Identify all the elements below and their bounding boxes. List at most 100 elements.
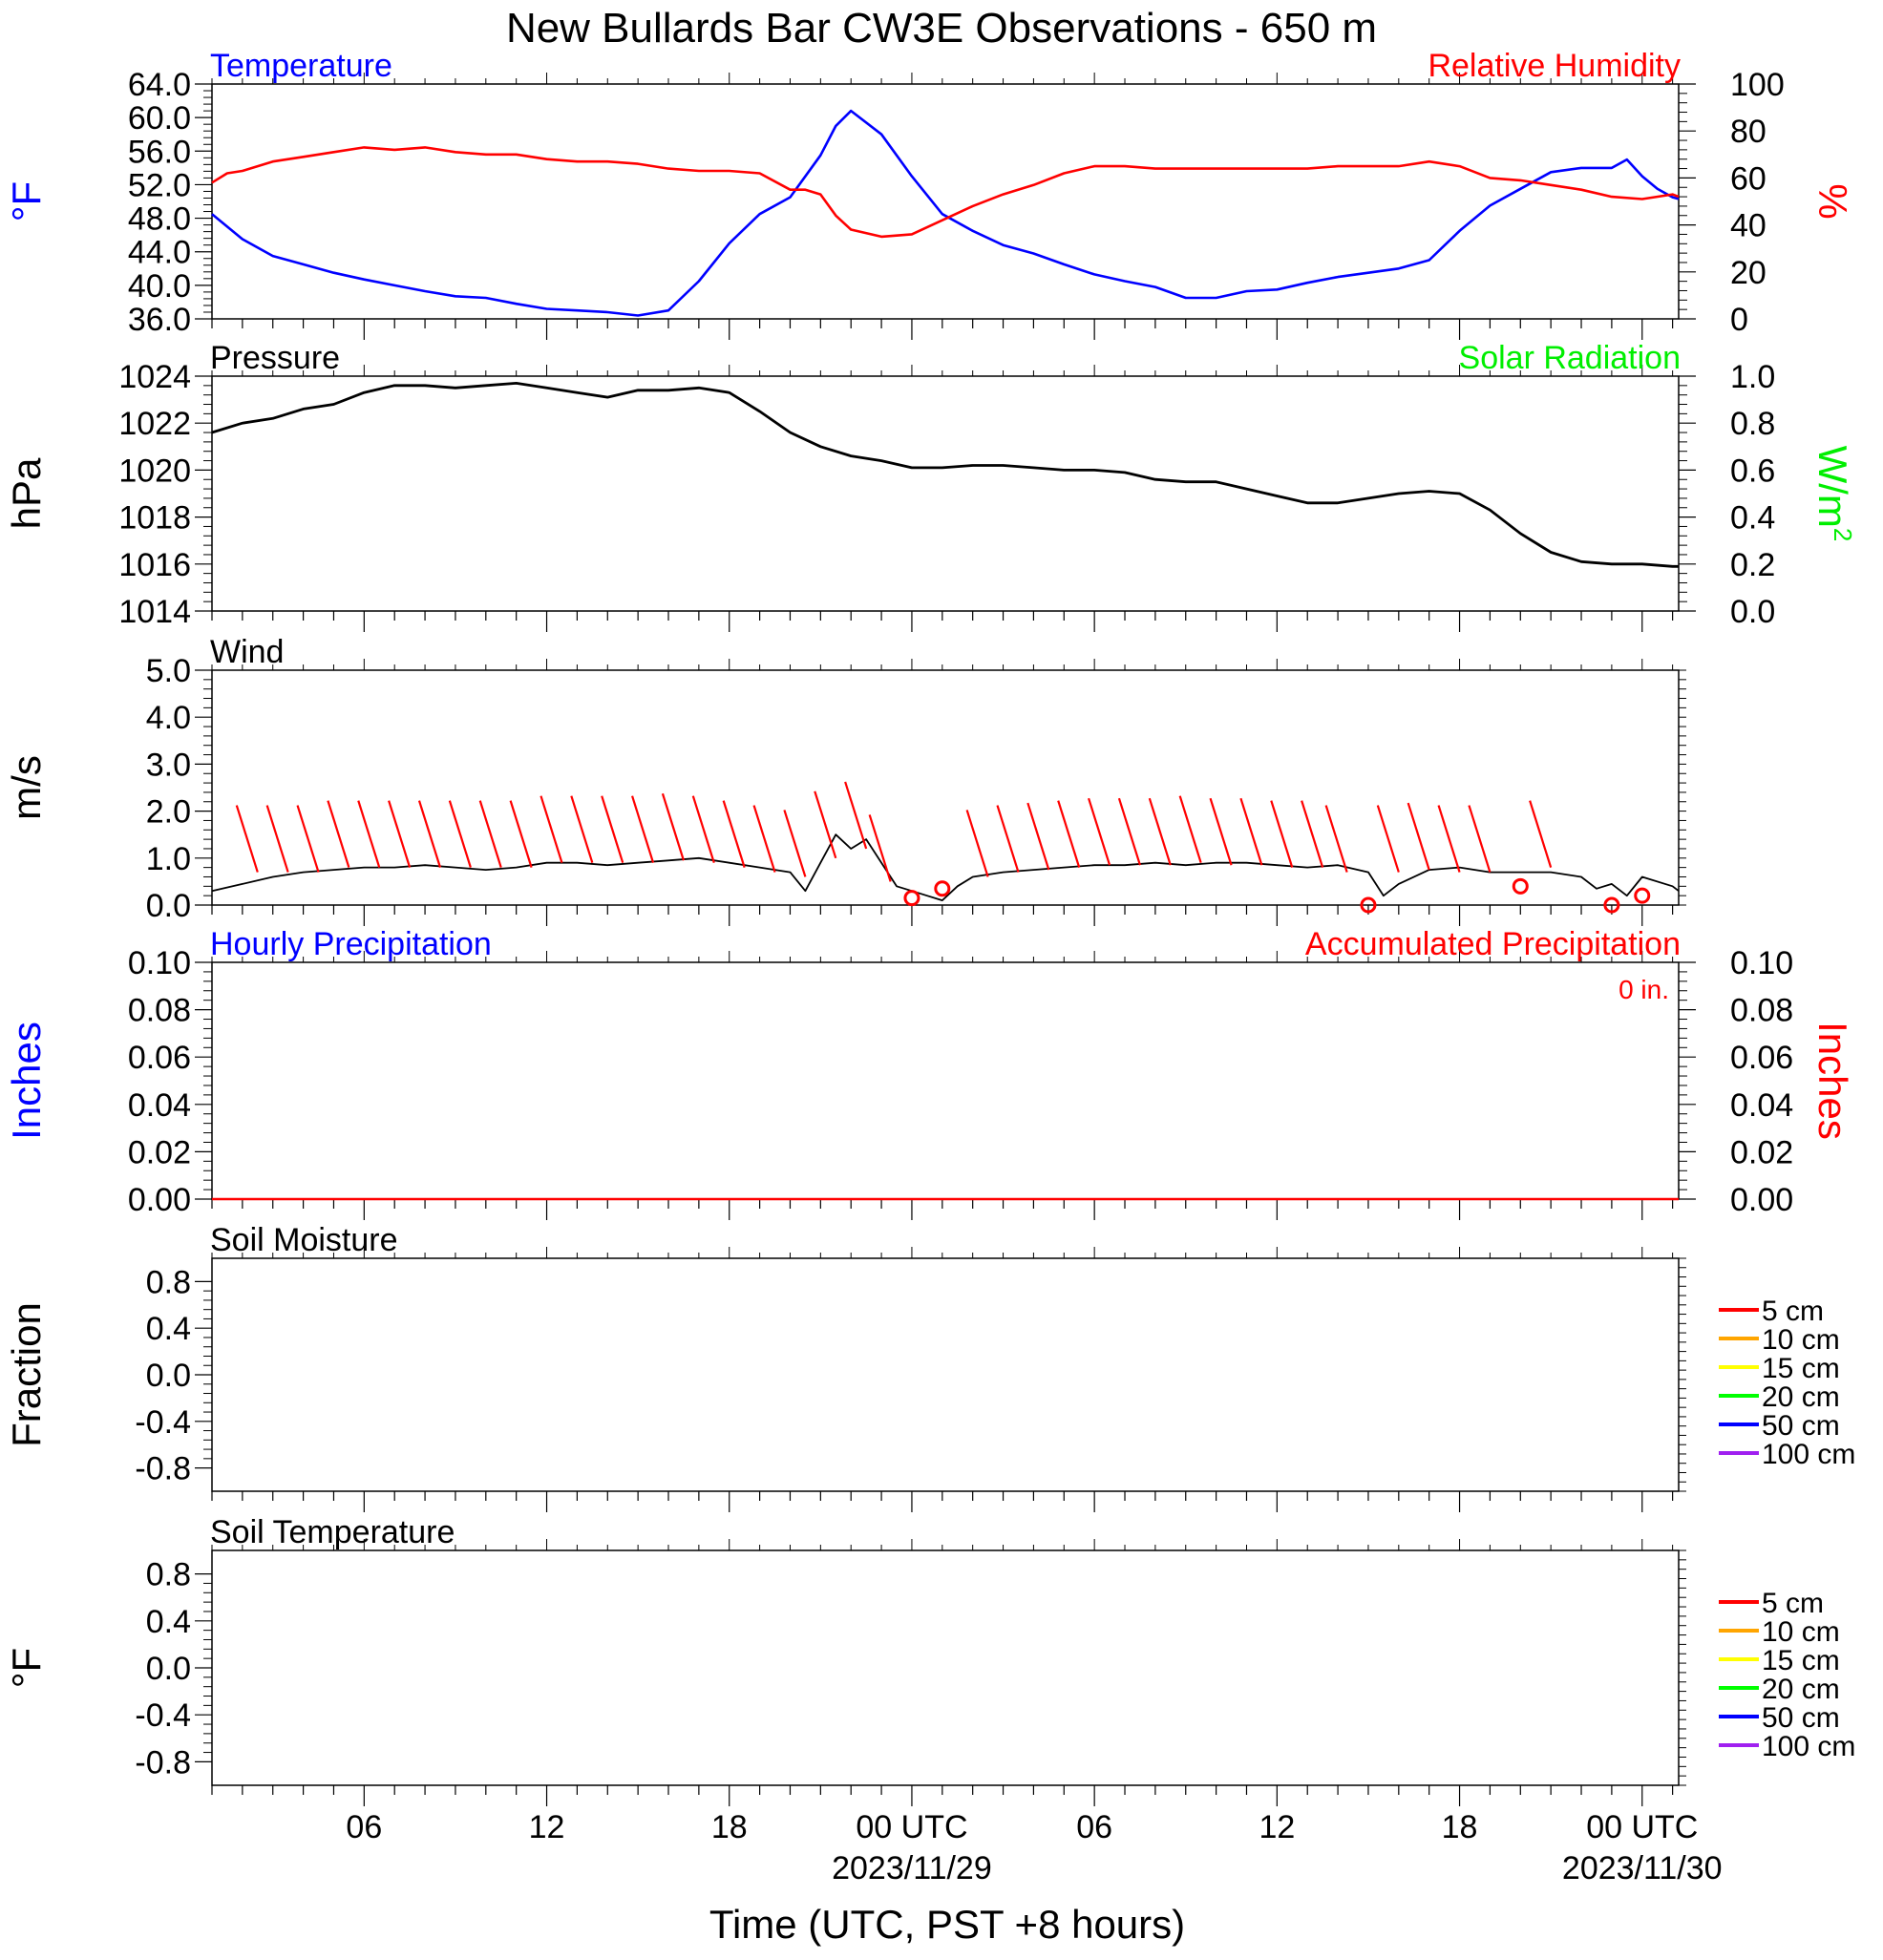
y-tick-label-left: 0.02 [128,1134,191,1170]
y-tick-label-left: 0.04 [128,1087,191,1124]
panel-title-right: Accumulated Precipitation [1305,926,1681,962]
panel-title-left: Hourly Precipitation [210,926,492,962]
wind-barb [540,795,563,864]
wind-barb [1270,800,1294,868]
y-tick-label-right: 0.00 [1730,1182,1793,1218]
legend-label: 5 cm [1762,1588,1824,1619]
x-date-label: 2023/11/29 [832,1850,992,1886]
series-pressure [211,381,1679,568]
wind-barb [1239,797,1263,866]
y-tick-label-left: 0.06 [128,1040,191,1076]
y-axis-title-right: W/m2 [1810,446,1857,542]
y-tick-label-left: 60.0 [128,100,191,137]
wind-barb [235,805,259,873]
wind-barb [752,805,776,873]
series-temperature [211,109,1680,317]
wind-barb [296,805,320,873]
y-axis-title-superscript: 2 [1829,528,1857,541]
calm-wind-circle [1603,896,1620,914]
x-date-label: 2023/11/30 [1562,1850,1723,1886]
y-tick-label-right: 60 [1730,160,1767,197]
y-axis-title-left: m/s [4,755,49,820]
figure-title: New Bullards Bar CW3E Observations - 650… [506,5,1377,52]
wind-barb [631,795,655,864]
wind-barb [1178,795,1202,864]
y-tick-label-left: -0.4 [135,1404,191,1441]
legend-label: 20 cm [1762,1674,1840,1705]
calm-wind-circle [1360,896,1377,914]
y-tick-label-left: 0.08 [128,993,191,1029]
wind-barb [570,795,594,864]
wind-barb [1026,802,1050,871]
y-tick-label-left: 0.00 [128,1182,191,1218]
panel-temperature-humidity: 36.040.044.048.052.056.060.064.0 0 20 40 60 8… [4,48,1855,340]
panel-title-left: Wind [210,634,284,670]
y-axis-title-left: °F [4,181,49,221]
y-tick-label-right: 80 [1730,114,1767,150]
y-tick-label-left: -0.8 [135,1744,191,1781]
x-tick-label: 12 [529,1809,565,1845]
x-tick-label: 18 [711,1809,748,1845]
y-tick-label-right: 0.08 [1730,993,1793,1029]
wind-barb [783,810,807,877]
wind-barb [357,800,381,868]
panel-title-right: Solar Radiation [1459,340,1681,376]
legend-label: 10 cm [1762,1324,1840,1356]
wind-barb [417,800,442,868]
x-tick-label: 06 [1076,1809,1112,1845]
y-tick-label-right: 0.02 [1730,1134,1793,1170]
panel-wind: 0.0 1.0 2.0 3.0 4.0 5.0 Wind m/s [4,634,1686,926]
panel-title-right: Relative Humidity [1428,48,1681,84]
y-tick-label-right: 40 [1730,208,1767,244]
legend-label: 50 cm [1762,1702,1840,1734]
x-tick-label: 12 [1259,1809,1295,1845]
x-tick-label: 00 UTC [1586,1809,1698,1845]
y-tick-label-left: 1016 [118,547,191,583]
y-tick-label-left: 1018 [118,500,191,537]
y-tick-label-left: 2.0 [146,794,191,831]
panel-soil-moisture: -0.8 -0.4 0.0 0.4 0.8 Soil Moisture Fraction 5 … [4,1222,1855,1512]
plot-frame [211,83,1680,320]
y-tick-label-left: 0.8 [146,1264,191,1300]
wind-barb [1529,800,1553,868]
y-tick-label-left: 48.0 [128,201,191,238]
plot-frame [211,1257,1680,1492]
y-tick-label-right: 1.0 [1730,359,1775,395]
wind-barb [1301,800,1324,868]
y-axis-title-left: hPa [4,457,49,529]
wind-barb [814,790,837,859]
series-wind_speed [211,833,1680,901]
x-tick-label: 18 [1442,1809,1478,1845]
wind-barb [1407,802,1430,871]
y-axis-title-left: °F [4,1648,49,1688]
x-tick-label: 00 UTC [856,1809,967,1845]
calm-wind-circle [903,890,920,907]
panel-title-left: Soil Moisture [210,1222,398,1258]
y-tick-label-left: 0.4 [146,1311,191,1347]
y-tick-label-left: 1.0 [146,841,191,877]
y-tick-label-left: 1014 [118,594,191,630]
y-axis-title-left: Inches [4,1022,49,1140]
wind-barb [1117,797,1141,866]
wind-barb [1324,805,1348,873]
y-tick-label-left: 40.0 [128,268,191,305]
wind-barb [601,795,624,864]
panel-title-left: Temperature [210,48,392,84]
legend-label: 15 cm [1762,1353,1840,1384]
y-tick-label-left: 3.0 [146,747,191,783]
y-tick-label-left: 0.0 [146,1651,191,1687]
wind-barb [661,792,685,861]
y-tick-label-right: 0.6 [1730,453,1775,489]
y-tick-label-left: 0.0 [146,1358,191,1394]
legend-label: 10 cm [1762,1616,1840,1648]
calm-wind-circle [1512,877,1529,895]
wind-barb [478,800,502,868]
y-tick-label-left: 1020 [118,453,191,489]
wind-barb [327,800,350,868]
wind-barb [1376,805,1400,873]
wind-barb [868,814,892,882]
wind-barb [691,795,715,864]
